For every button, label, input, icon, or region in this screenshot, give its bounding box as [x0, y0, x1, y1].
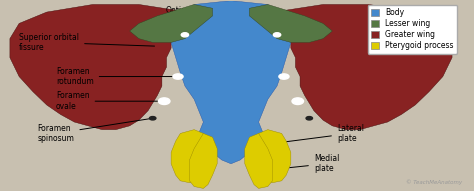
Polygon shape [130, 4, 212, 42]
Text: Foramen
spinosum: Foramen spinosum [37, 119, 150, 143]
Text: Foramen
ovale: Foramen ovale [56, 91, 162, 111]
Polygon shape [10, 4, 176, 130]
Polygon shape [254, 130, 291, 183]
Polygon shape [171, 130, 208, 183]
Ellipse shape [279, 74, 289, 79]
Legend: Body, Lesser wing, Greater wing, Pterygoid process: Body, Lesser wing, Greater wing, Pterygo… [367, 5, 457, 54]
Text: Foramen
rotundum: Foramen rotundum [56, 67, 175, 86]
Polygon shape [286, 4, 452, 130]
Polygon shape [190, 134, 217, 188]
Text: Medial
plate: Medial plate [257, 154, 339, 173]
Ellipse shape [306, 117, 312, 120]
Ellipse shape [173, 74, 183, 79]
Ellipse shape [273, 33, 281, 37]
Polygon shape [249, 4, 332, 42]
Polygon shape [171, 1, 291, 164]
Ellipse shape [181, 33, 189, 37]
Text: Optic
canal: Optic canal [165, 6, 192, 26]
Ellipse shape [158, 98, 170, 104]
Ellipse shape [292, 98, 303, 104]
Text: © TeachMeAnatomy: © TeachMeAnatomy [406, 179, 462, 185]
Text: Lateral
plate: Lateral plate [280, 124, 364, 143]
Polygon shape [245, 134, 273, 188]
Text: Superior orbital
fissure: Superior orbital fissure [19, 33, 155, 52]
Ellipse shape [149, 117, 156, 120]
